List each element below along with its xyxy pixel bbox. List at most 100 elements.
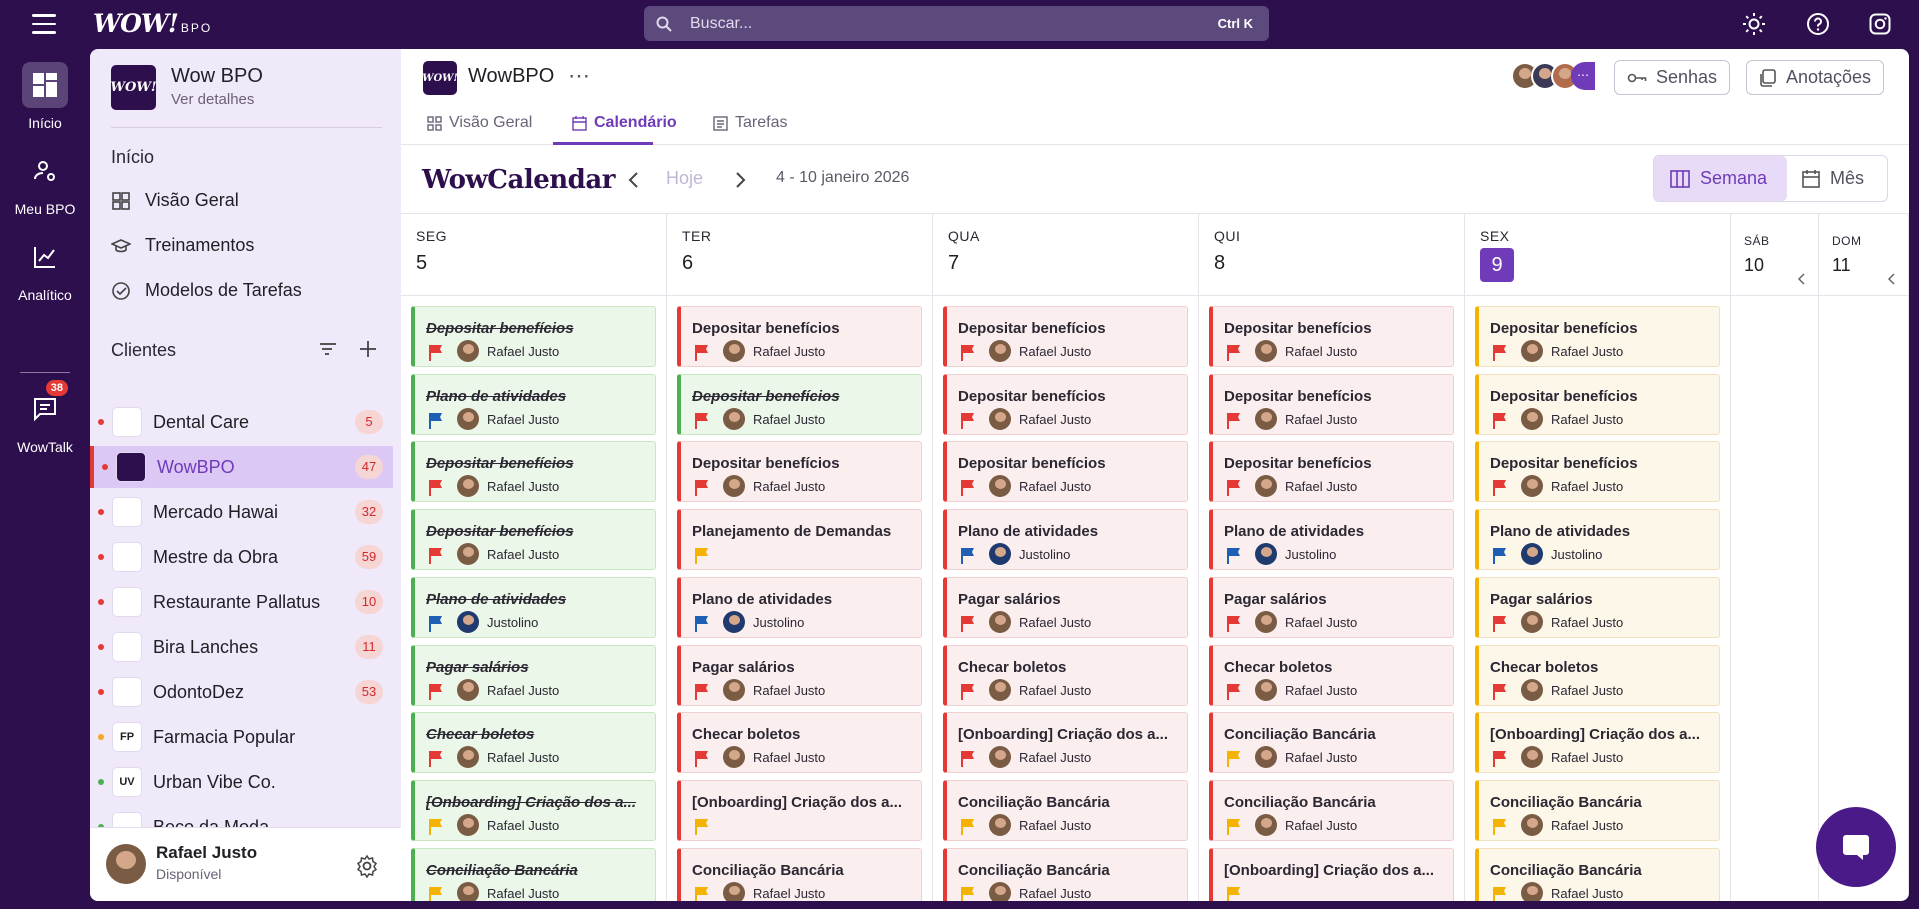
flag-icon [961, 345, 974, 361]
task-card[interactable]: Depositar benefícios Rafael Justo [1209, 306, 1454, 367]
task-card[interactable]: Depositar benefícios Rafael Justo [943, 373, 1188, 435]
rail-item-inicio[interactable]: Início [0, 62, 90, 131]
client-item[interactable]: Mestre da Obra 59 [90, 536, 393, 578]
rail-item-wowtalk[interactable]: 38 WowTalk [0, 380, 90, 455]
org-header[interactable]: WOW! Wow BPO Ver detalhes [110, 65, 263, 110]
task-card[interactable]: Depositar benefícios Rafael Justo [411, 441, 656, 503]
client-item[interactable]: UV Urban Vibe Co. [90, 761, 393, 803]
task-card[interactable]: Checar boletos Rafael Justo [1209, 644, 1454, 706]
task-card[interactable]: Pagar salários Rafael Justo [677, 644, 922, 706]
task-card[interactable]: Plano de atividades Justolino [677, 576, 922, 638]
gear-icon[interactable] [355, 854, 379, 878]
task-card[interactable]: Depositar benefícios Rafael Justo [943, 306, 1188, 367]
task-card[interactable]: Depositar benefícios Rafael Justo [1475, 441, 1720, 503]
add-client-icon[interactable] [357, 338, 379, 360]
org-details-link[interactable]: Ver detalhes [171, 91, 255, 108]
sidebar-item-modelos-tarefas[interactable]: Modelos de Tarefas [111, 280, 302, 301]
task-card[interactable]: [Onboarding] Criação dos a... Rafael Just… [1475, 712, 1720, 774]
task-card[interactable]: Conciliação Bancária Rafael Justo [411, 847, 656, 901]
task-card[interactable]: Depositar benefícios Rafael Justo [411, 509, 656, 571]
task-card[interactable]: Conciliação Bancária Rafael Justo [943, 847, 1188, 901]
task-card[interactable]: Plano de atividades Justolino [1209, 509, 1454, 571]
more-options-icon[interactable]: ⋯ [568, 63, 590, 88]
task-card[interactable]: Checar boletos Rafael Justo [677, 712, 922, 774]
anotacoes-button[interactable]: Anotações [1746, 60, 1885, 95]
tab-calendario[interactable]: Calendário [572, 114, 677, 132]
chevron-left-icon[interactable] [623, 169, 645, 191]
today-button[interactable]: Hoje [666, 168, 704, 188]
task-card[interactable]: Plano de atividades Justolino [1475, 509, 1720, 571]
instagram-icon[interactable] [1868, 12, 1892, 36]
task-card[interactable]: Conciliação Bancária Rafael Justo [1209, 779, 1454, 841]
sun-icon[interactable] [1742, 12, 1766, 36]
task-card[interactable]: Conciliação Bancária Rafael Justo [1475, 779, 1720, 841]
task-card[interactable]: Depositar benefícios Rafael Justo [677, 441, 922, 503]
task-card[interactable]: Pagar salários Rafael Justo [1209, 576, 1454, 638]
date-range: 4 - 10 janeiro 2026 [776, 169, 910, 186]
sidebar-item-visao-geral[interactable]: Visão Geral [111, 190, 239, 211]
month-view-button[interactable]: Mês [1802, 156, 1864, 201]
task-card[interactable]: Conciliação Bancária Rafael Justo [1209, 712, 1454, 774]
graduation-icon [111, 238, 131, 252]
chevron-right-icon[interactable] [729, 169, 751, 191]
task-title: Conciliação Bancária [692, 861, 844, 879]
task-card[interactable]: Checar boletos Rafael Justo [943, 644, 1188, 706]
tab-visao-geral[interactable]: Visão Geral [427, 114, 532, 132]
chevron-left-icon[interactable] [1886, 272, 1898, 286]
chevron-left-icon[interactable] [1796, 272, 1808, 286]
app-logo[interactable]: WOW! BPO [93, 9, 213, 38]
task-card[interactable]: Conciliação Bancária Rafael Justo [943, 779, 1188, 841]
assignee-name: Rafael Justo [1019, 885, 1092, 901]
task-card[interactable]: Depositar benefícios Rafael Justo [1475, 373, 1720, 435]
task-card[interactable]: Planejamento de Demandas [677, 509, 922, 571]
task-card[interactable]: Checar boletos Rafael Justo [411, 712, 656, 774]
chat-launcher-button[interactable] [1816, 807, 1896, 887]
client-item[interactable]: FP Farmacia Popular [90, 716, 393, 758]
search-input[interactable]: Buscar... Ctrl K [644, 6, 1269, 41]
task-title: Checar boletos [958, 658, 1067, 676]
task-card[interactable]: Plano de atividades Justolino [943, 509, 1188, 571]
client-item[interactable]: WowBPO 47 [90, 446, 393, 488]
task-card[interactable]: Depositar benefícios Rafael Justo [1475, 306, 1720, 367]
task-card[interactable]: Depositar benefícios Rafael Justo [677, 373, 922, 435]
assignee-name: Rafael Justo [487, 547, 560, 563]
client-item[interactable]: OdontoDez 53 [90, 671, 393, 713]
week-view-button[interactable]: Semana [1654, 156, 1787, 201]
rail-item-meu-bpo[interactable]: Meu BPO [0, 148, 90, 217]
task-card[interactable]: Pagar salários Rafael Justo [943, 576, 1188, 638]
assignee-name: Rafael Justo [487, 817, 560, 833]
client-name: WowBPO [157, 456, 235, 477]
task-card[interactable]: Depositar benefícios Rafael Justo [411, 306, 656, 367]
task-card[interactable]: Depositar benefícios Rafael Justo [943, 441, 1188, 503]
member-avatars[interactable]: ⋯ [1511, 62, 1601, 92]
client-item[interactable]: Mercado Hawai 32 [90, 491, 393, 533]
client-item[interactable]: Bira Lanches 11 [90, 626, 393, 668]
task-card[interactable]: [Onboarding] Criação dos a... Rafael Just… [943, 712, 1188, 774]
menu-icon[interactable] [32, 14, 56, 34]
task-card[interactable]: Pagar salários Rafael Justo [411, 644, 656, 706]
task-card[interactable]: Conciliação Bancária Rafael Justo [1475, 847, 1720, 901]
rail-item-analitico[interactable]: Analítico [0, 234, 90, 303]
org-logo: WOW! [110, 65, 157, 110]
task-card[interactable]: Plano de atividades Rafael Justo [411, 373, 656, 435]
sort-icon[interactable] [317, 338, 339, 360]
task-card[interactable]: Checar boletos Rafael Justo [1475, 644, 1720, 706]
task-card[interactable]: [Onboarding] Criação dos a... [1209, 847, 1454, 901]
sidebar-item-treinamentos[interactable]: Treinamentos [111, 235, 254, 256]
assignee-avatar [989, 475, 1011, 498]
tab-tarefas[interactable]: Tarefas [713, 114, 787, 132]
assignee-name: Rafael Justo [1019, 344, 1092, 359]
client-item[interactable]: Restaurante Pallatus 10 [90, 581, 393, 623]
task-card[interactable]: Pagar salários Rafael Justo [1475, 576, 1720, 638]
client-item[interactable]: Dental Care 5 [90, 401, 393, 443]
task-card[interactable]: Conciliação Bancária Rafael Justo [677, 847, 922, 901]
task-card[interactable]: Depositar benefícios Rafael Justo [677, 306, 922, 367]
task-card[interactable]: [Onboarding] Criação dos a... [677, 779, 922, 841]
task-card[interactable]: Depositar benefícios Rafael Justo [1209, 373, 1454, 435]
task-card[interactable]: [Onboarding] Criação dos a... Rafael Just… [411, 779, 656, 841]
user-footer[interactable]: Rafael Justo Disponível [90, 827, 401, 901]
task-card[interactable]: Depositar benefícios Rafael Justo [1209, 441, 1454, 503]
help-icon[interactable] [1806, 12, 1830, 36]
task-card[interactable]: Plano de atividades Justolino [411, 576, 656, 638]
senhas-button[interactable]: Senhas [1614, 60, 1731, 95]
